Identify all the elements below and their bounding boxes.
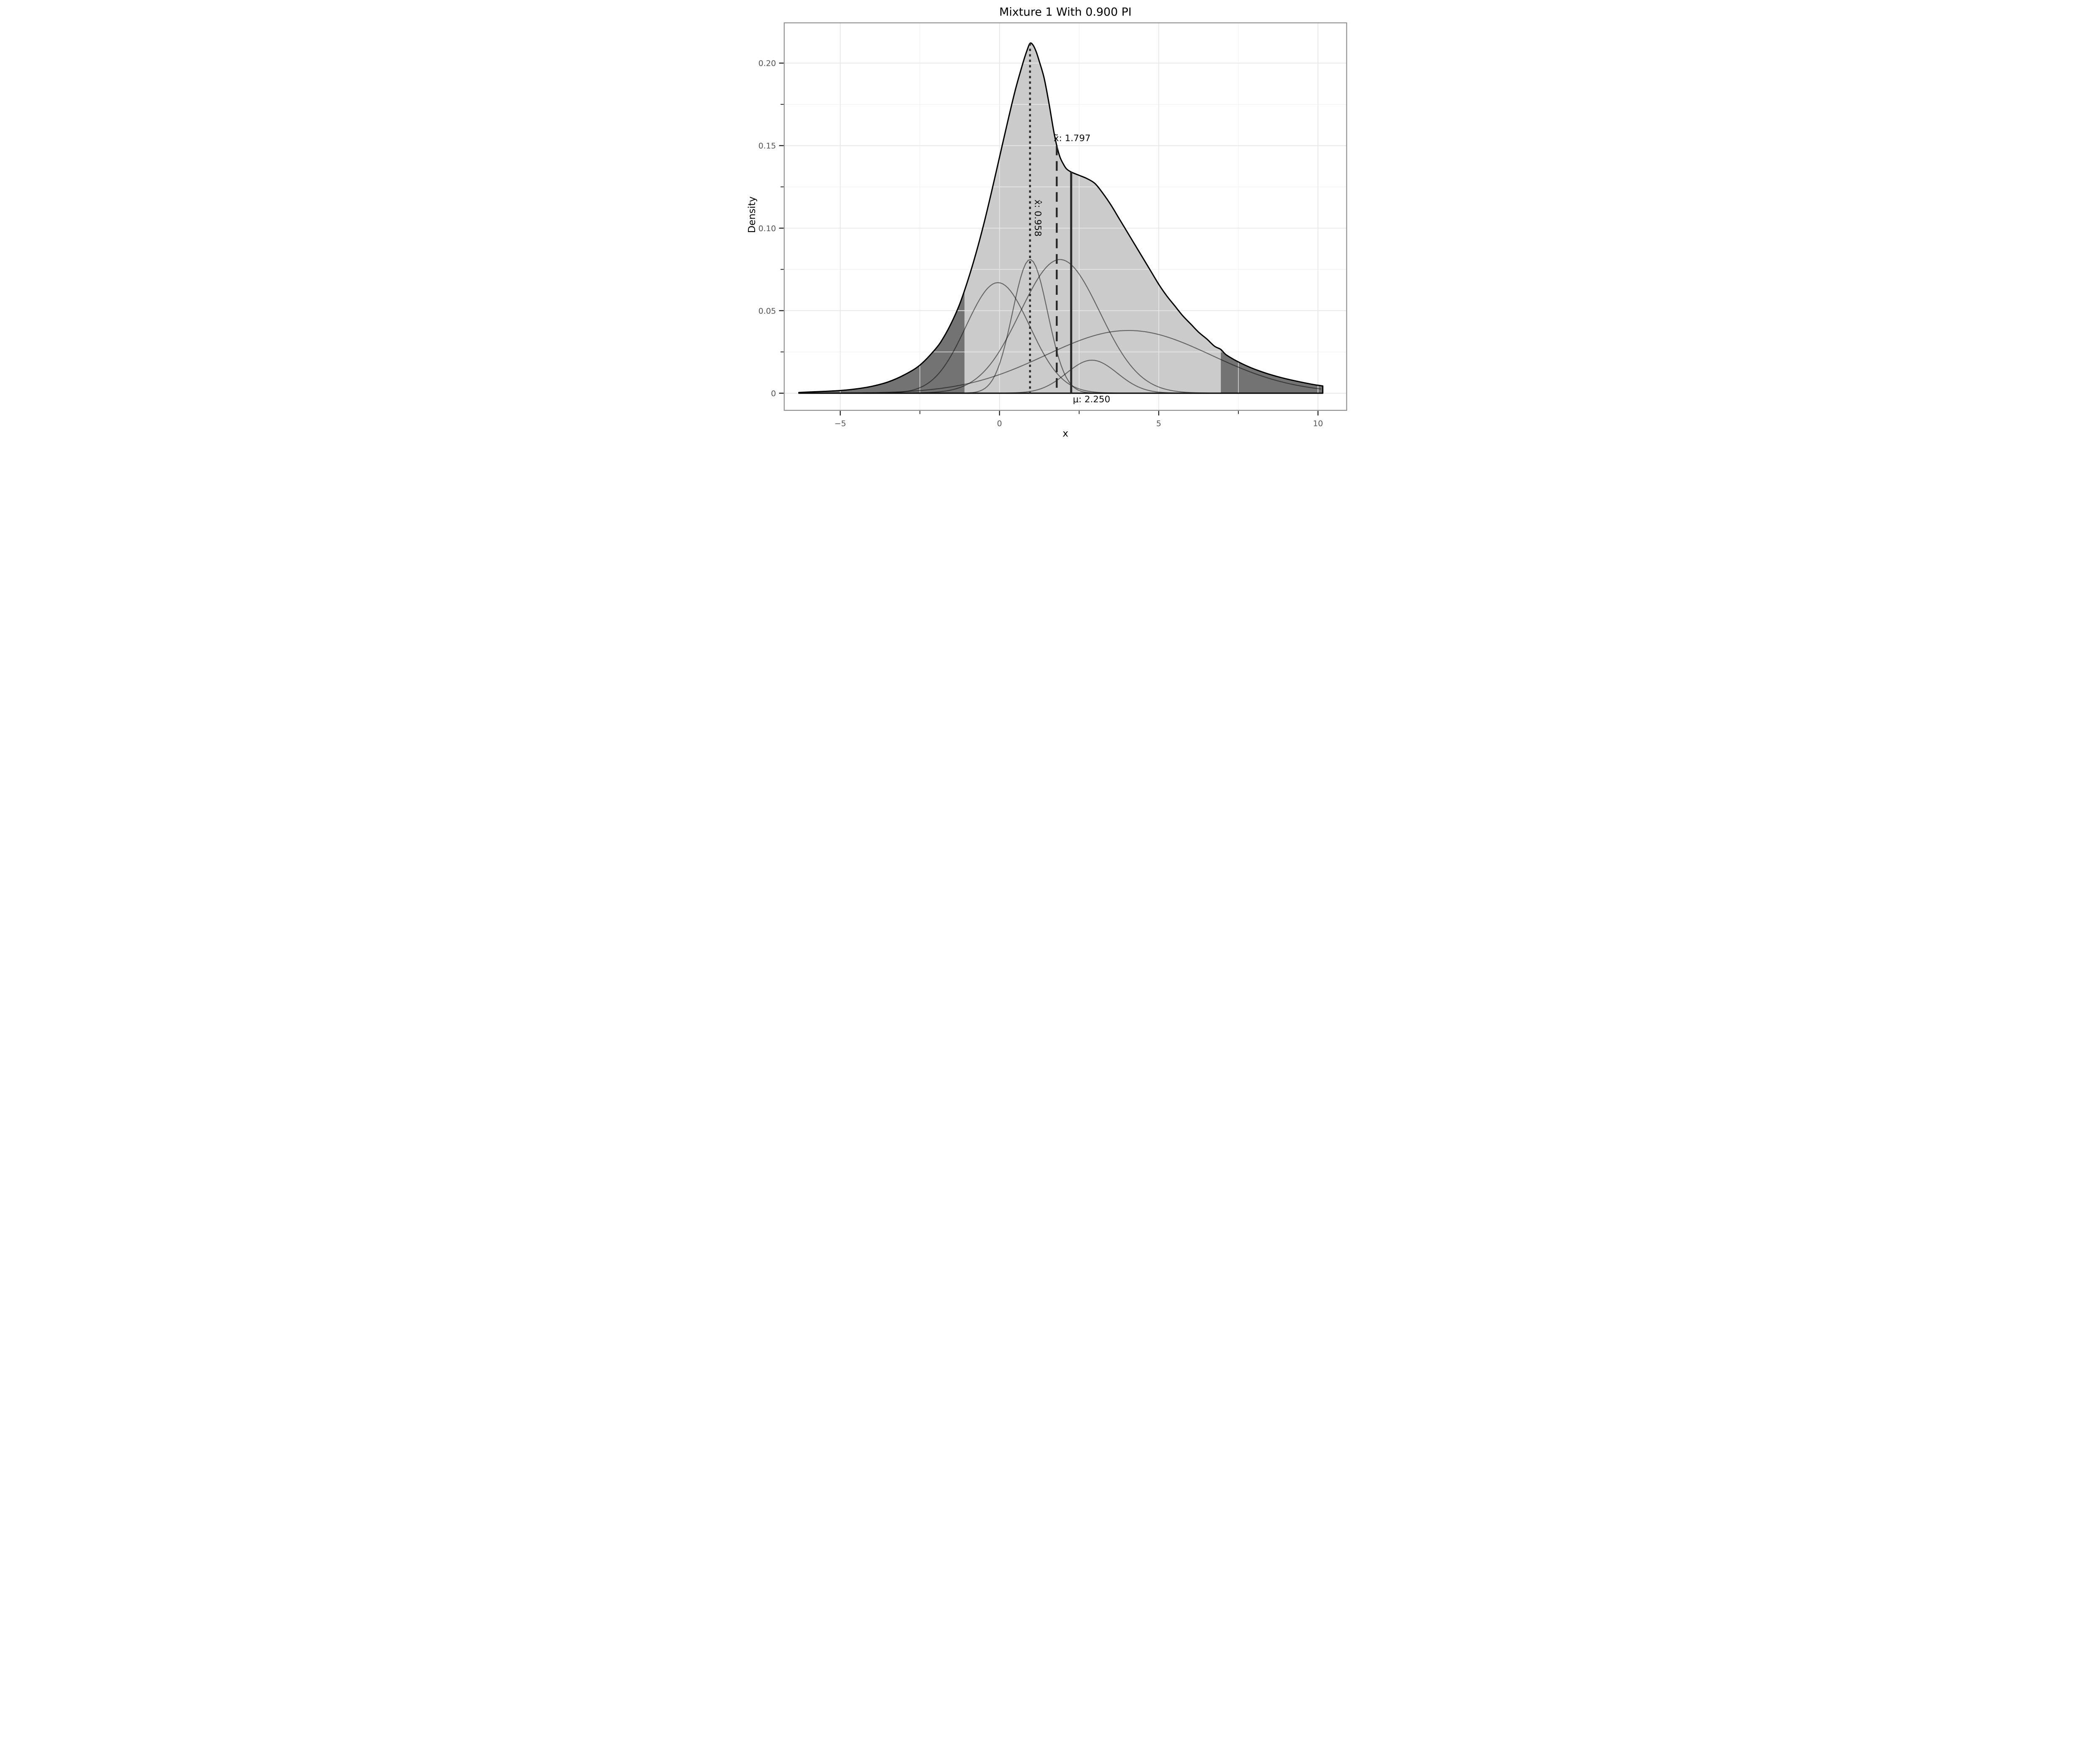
y-tick-label: 0.05: [758, 307, 776, 316]
axis-tick-layer: [779, 62, 1319, 416]
tick-label-layer: −5 0 5 10 0 0.05 0.10 0.15 0.20: [758, 59, 1323, 428]
pi-tail-right-fill: [1221, 349, 1323, 393]
x-tick-label: 5: [1156, 419, 1161, 428]
x-tick-label: −5: [834, 419, 846, 428]
median-line-label: x̃: 1.797: [1054, 133, 1091, 144]
density-figure: −5 0 5 10 0 0.05 0.10 0.15 0.20 Mixture 1 With 0…: [743, 0, 1351, 441]
density-curve: [798, 42, 1323, 394]
y-tick-label: 0.15: [758, 142, 776, 151]
x-tick-label: 0: [997, 419, 1002, 428]
gridline-layer: [784, 23, 1347, 410]
mode-line-label: x̂: 0.958: [1032, 199, 1043, 236]
panel-border: [784, 22, 1347, 411]
y-tick-label: 0: [771, 389, 776, 398]
stat-line-layer: [1029, 43, 1073, 393]
pi-fill-layer: [799, 43, 1323, 393]
density-area-pi-fill: [799, 43, 1323, 393]
component-curve: [799, 330, 1321, 394]
pi-tail-left-fill: [799, 291, 964, 393]
y-tick-label: 0.10: [758, 224, 776, 233]
density-plot-canvas: −5 0 5 10 0 0.05 0.10 0.15 0.20 Mixture 1 With 0…: [743, 0, 1351, 441]
x-axis-label: x: [1062, 428, 1068, 439]
y-axis-label: Density: [747, 196, 758, 233]
x-tick-label: 10: [1313, 419, 1323, 428]
plot-title: Mixture 1 With 0.900 PI: [999, 6, 1132, 19]
y-tick-label: 0.20: [758, 59, 776, 68]
density-curve-layer: [798, 42, 1323, 394]
mean-line-label: μ: 2.250: [1073, 394, 1110, 405]
